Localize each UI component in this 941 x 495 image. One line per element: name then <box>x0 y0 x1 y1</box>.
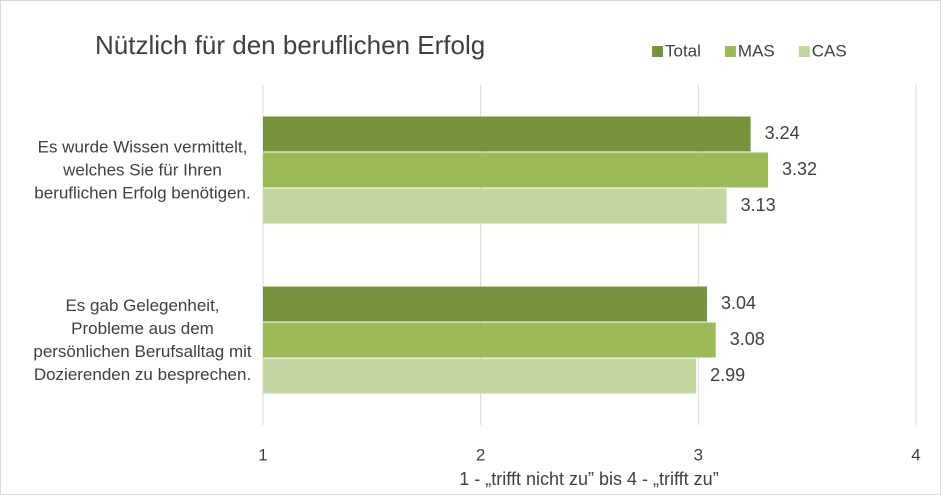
legend-label: MAS <box>738 41 775 60</box>
x-axis-label: 1 - „trifft nicht zu” bis 4 - „trifft zu… <box>459 469 718 489</box>
bar <box>263 322 716 358</box>
data-label: 3.04 <box>721 293 756 313</box>
y-tick-label: Es wurde Wissen vermittelt, welches Sie … <box>34 137 251 203</box>
y-tick-label: Es gab Gelegenheit, Probleme aus dem per… <box>33 296 252 384</box>
bar <box>263 188 727 224</box>
legend-swatch <box>798 46 810 57</box>
bar <box>263 286 708 322</box>
x-tick-label: 2 <box>476 445 485 464</box>
data-label: 3.13 <box>741 195 776 215</box>
x-tick-label: 3 <box>694 445 703 464</box>
data-label: 3.08 <box>730 329 765 349</box>
x-tick-label: 4 <box>911 445 920 464</box>
data-label: 3.24 <box>765 123 800 143</box>
legend-swatch <box>652 46 663 57</box>
bar <box>263 358 697 394</box>
legend-label: Total <box>665 41 701 60</box>
legend-swatch <box>724 46 736 57</box>
data-label: 3.32 <box>782 159 817 179</box>
x-tick-label: 1 <box>258 445 267 464</box>
chart-title: Nützlich für den beruflichen Erfolg <box>95 30 485 60</box>
bar <box>263 116 751 152</box>
data-label: 2.99 <box>710 365 745 385</box>
bar <box>263 152 768 188</box>
legend-label: CAS <box>812 41 847 60</box>
